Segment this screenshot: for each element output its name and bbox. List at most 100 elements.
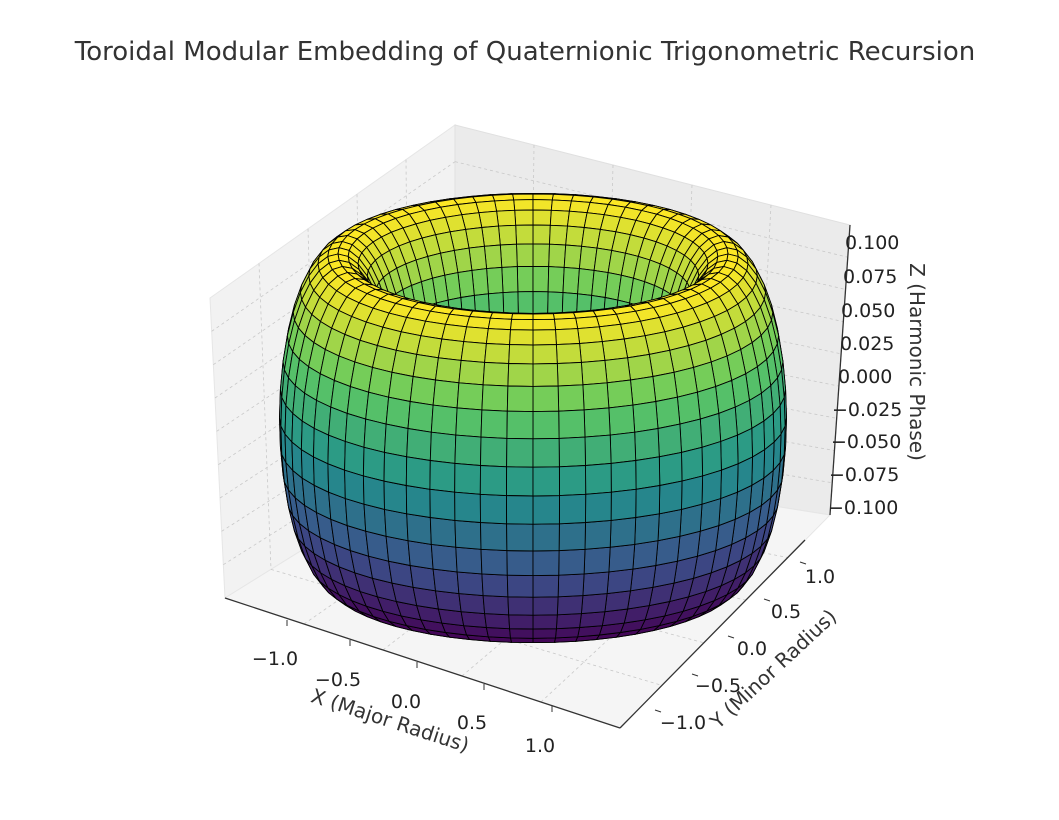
surface-patch: [508, 344, 534, 365]
tick-mark: [799, 561, 807, 565]
surface-patch: [580, 593, 608, 615]
surface-patch: [478, 210, 500, 228]
surface-patch: [487, 317, 513, 331]
tick-mark: [654, 709, 662, 713]
surface-patch: [549, 224, 568, 246]
surface-patch: [609, 516, 637, 548]
grid-line: [211, 161, 456, 332]
surface-patch: [582, 571, 610, 597]
surface-patch: [409, 375, 436, 406]
surface-patch: [475, 200, 498, 214]
surface-patch: [532, 344, 558, 365]
surface-patch: [480, 522, 508, 552]
surface-patch: [566, 210, 588, 228]
surface-patch: [429, 488, 456, 521]
surface-patch: [430, 543, 458, 573]
surface-patch: [509, 628, 534, 639]
surface-patch: [407, 400, 434, 433]
surface-patch: [532, 209, 552, 226]
z-tick-label: 0.100: [845, 232, 899, 254]
surface-patch: [460, 341, 487, 363]
surface-patch: [532, 596, 559, 616]
surface-patch: [585, 491, 612, 523]
surface-patch: [555, 328, 581, 346]
y-tick-label: 0.5: [771, 601, 801, 623]
surface-patch: [648, 349, 675, 378]
surface-patch: [455, 546, 483, 575]
surface-patch: [385, 396, 411, 430]
surface-patch: [720, 463, 739, 500]
surface-patch: [405, 456, 431, 490]
surface-patch: [562, 266, 580, 295]
surface-patch: [681, 475, 704, 510]
y-tick-label: 0.0: [737, 638, 767, 660]
surface-patch: [606, 379, 634, 409]
surface-patch: [608, 543, 636, 573]
z-tick-label: 0.000: [838, 366, 892, 388]
y-tick-label: −1.0: [660, 712, 706, 734]
surface-patch: [601, 338, 629, 361]
surface-patch: [532, 265, 550, 293]
surface-patch: [456, 382, 484, 411]
surface-patch: [454, 519, 482, 550]
surface-patch: [553, 317, 579, 331]
surface-patch: [558, 436, 586, 468]
surface-patch: [391, 349, 418, 378]
surface-patch: [507, 596, 534, 616]
surface-patch: [532, 385, 560, 413]
surface-patch: [485, 328, 511, 346]
z-axis-line: [829, 224, 851, 516]
surface-patch: [506, 550, 534, 577]
z-tick-label: −0.025: [832, 399, 902, 421]
z-tick-label: −0.075: [829, 464, 899, 486]
surface-patch: [416, 335, 443, 359]
surface-patch: [577, 326, 603, 344]
surface-patch: [627, 353, 654, 381]
surface-patch: [556, 595, 584, 616]
surface-patch: [430, 404, 458, 436]
surface-patch: [563, 244, 583, 270]
surface-patch: [510, 318, 534, 331]
surface-patch: [623, 335, 650, 359]
surface-patch: [558, 409, 586, 439]
x-axis-ticks: −1.0 −0.5 0.0 0.5 1.0: [252, 561, 807, 757]
surface-patch: [344, 469, 365, 505]
surface-patch: [388, 371, 414, 403]
surface-patch: [509, 329, 534, 346]
surface-patch: [383, 480, 408, 515]
surface-patch: [608, 404, 636, 436]
surface-patch: [585, 462, 612, 495]
surface-patch: [512, 193, 534, 201]
x-tick-label: 1.0: [525, 735, 555, 757]
x-tick-label: 0.0: [391, 691, 421, 713]
surface-patch: [458, 359, 486, 386]
surface-patch: [481, 225, 501, 247]
surface-patch: [532, 495, 560, 525]
surface-patch: [480, 409, 508, 439]
z-axis-label: Z (Harmonic Phase): [905, 263, 929, 461]
surface-patch: [657, 508, 682, 542]
z-tick-label: 0.025: [840, 333, 894, 355]
surface-patch: [555, 627, 581, 639]
surface-patch: [499, 243, 518, 268]
surface-patch: [532, 574, 560, 598]
surface-patch: [437, 338, 465, 361]
surface-patch: [507, 363, 534, 387]
surface-patch: [655, 396, 681, 430]
surface-patch: [532, 329, 557, 346]
surface-patch: [327, 463, 346, 500]
surface-patch: [460, 611, 487, 628]
surface-patch: [454, 491, 481, 523]
surface-patch: [362, 475, 385, 510]
surface-patch: [632, 540, 659, 570]
surface-patch: [547, 266, 565, 294]
surface-patch: [555, 343, 582, 364]
surface-patch: [506, 385, 534, 413]
y-tick-label: 1.0: [805, 566, 835, 588]
surface-patch: [658, 451, 683, 487]
surface-patch: [432, 379, 460, 409]
surface-patch: [558, 522, 586, 552]
surface-patch: [532, 523, 560, 552]
surface-patch: [429, 431, 457, 464]
surface-patch: [584, 519, 612, 550]
